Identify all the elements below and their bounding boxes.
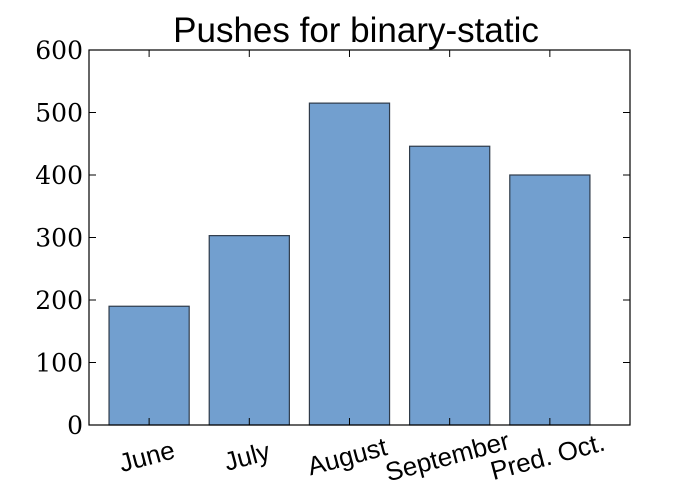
y-tick-label: 600 (35, 36, 83, 65)
y-tick-label: 200 (35, 286, 83, 315)
y-axis-tick-labels: 0 100 200 300 400 500 600 (35, 36, 83, 440)
bar-july (208, 235, 290, 426)
y-tick-label: 0 (67, 411, 83, 440)
y-tick-label: 100 (35, 349, 83, 378)
bar-pred-oct (509, 174, 591, 426)
bars-layer (108, 102, 591, 426)
bar-august (308, 102, 391, 426)
x-tick-label: August (304, 431, 391, 481)
x-tick-label: July (221, 436, 273, 477)
chart-title: Pushes for binary-static (173, 11, 539, 50)
ticks-layer (89, 49, 630, 426)
y-tick-label: 500 (35, 99, 83, 128)
bar-september (408, 145, 491, 426)
x-tick-label: June (116, 435, 178, 479)
y-tick-label: 400 (35, 161, 83, 190)
y-tick-label: 300 (35, 224, 83, 253)
bar-june (108, 305, 190, 426)
